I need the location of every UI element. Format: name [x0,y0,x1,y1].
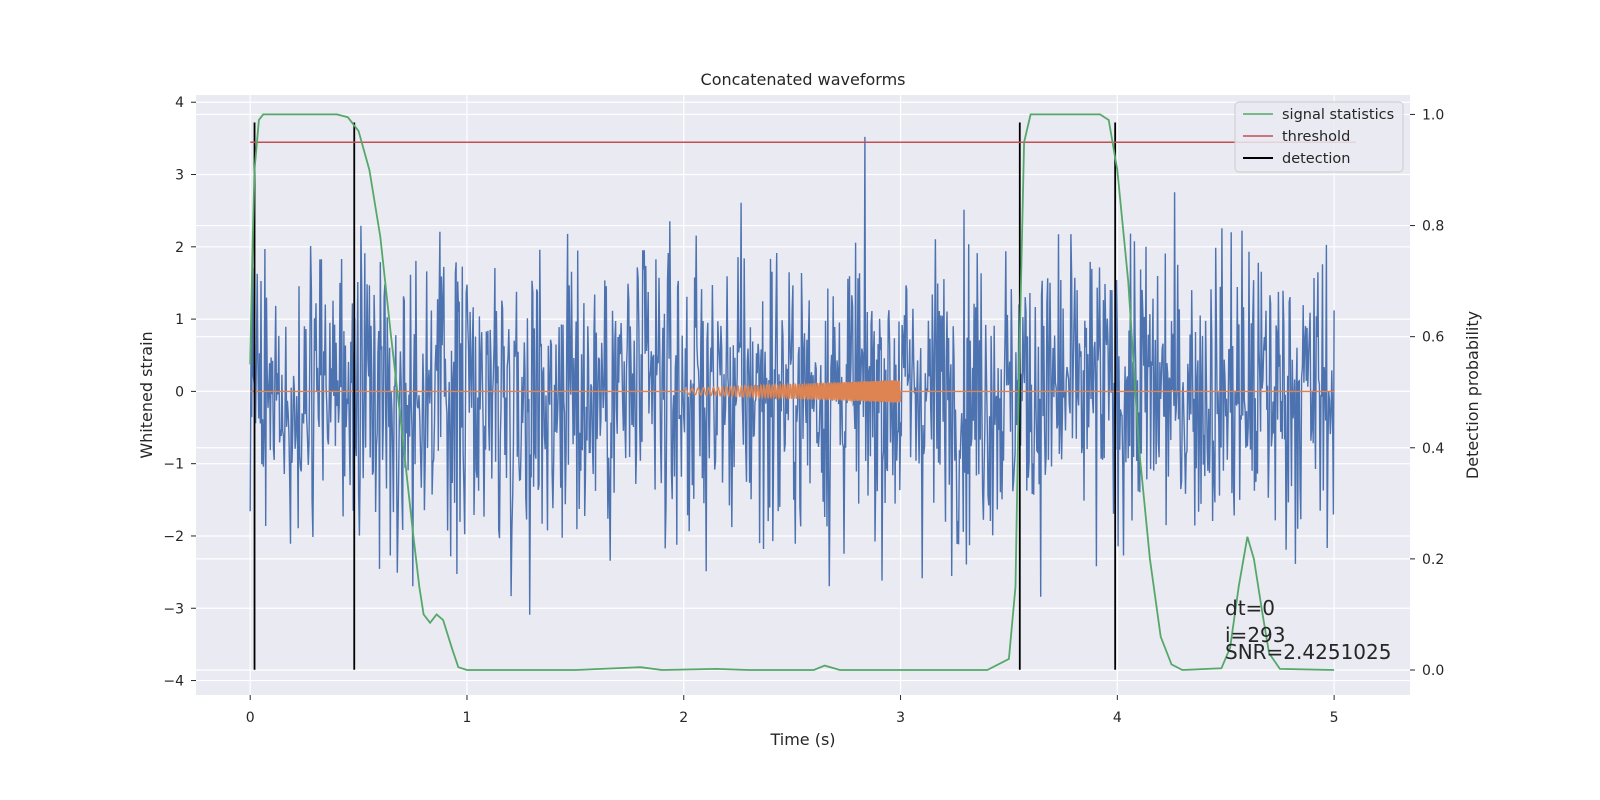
detection-lines [253,122,1117,670]
y-tick-label: 2 [175,240,184,256]
y-tick-label: −1 [163,457,184,473]
y-tick-label: 3 [175,168,184,184]
whitened-noise-series [249,136,1335,615]
y-axis-label: Whitened strain [137,331,156,458]
annotation-snr: SNR=2.4251025 [1225,640,1391,664]
y-tick-label: −2 [163,529,184,545]
legend-label-threshold: threshold [1282,129,1350,145]
y2-tick-label: 1.0 [1422,107,1444,123]
injection-waveform-series [250,379,1335,404]
annotation-dt: dt=0 [1225,596,1275,620]
x-tick-label: 1 [463,710,472,726]
chart-title: Concatenated waveforms [701,70,906,89]
y-tick-label: 1 [175,312,184,328]
legend: signal statistics threshold detection [1234,101,1404,173]
y-tick-label: 0 [175,384,184,400]
y2-tick-label: 0.0 [1422,663,1444,679]
y-axis-ticks: −4 −3 −2 −1 0 1 2 3 4 [163,95,196,690]
y2-tick-label: 0.2 [1422,552,1444,568]
y-tick-label: −4 [163,674,184,690]
y2-axis-ticks: 0.0 0.2 0.4 0.6 0.8 1.0 [1410,107,1444,679]
y2-tick-label: 0.4 [1422,441,1444,457]
signal-statistics-series [249,113,1335,671]
x-axis-ticks: 0 1 2 3 4 5 [246,695,1339,726]
x-tick-label: 0 [246,710,255,726]
legend-label-signal-statistics: signal statistics [1282,107,1394,123]
x-tick-label: 4 [1113,710,1122,726]
y2-tick-label: 0.6 [1422,330,1444,346]
y2-tick-label: 0.8 [1422,219,1444,235]
annotation-index: i=293 [1225,623,1286,647]
y-tick-label: −3 [163,601,184,617]
x-tick-label: 5 [1330,710,1339,726]
y-tick-label: 4 [175,95,184,111]
legend-box [1234,101,1404,173]
y2-axis-label: Detection probability [1463,311,1482,479]
x-tick-label: 3 [896,710,905,726]
legend-label-detection: detection [1282,151,1350,167]
x-axis-label: Time (s) [769,730,835,749]
x-tick-label: 2 [679,710,688,726]
